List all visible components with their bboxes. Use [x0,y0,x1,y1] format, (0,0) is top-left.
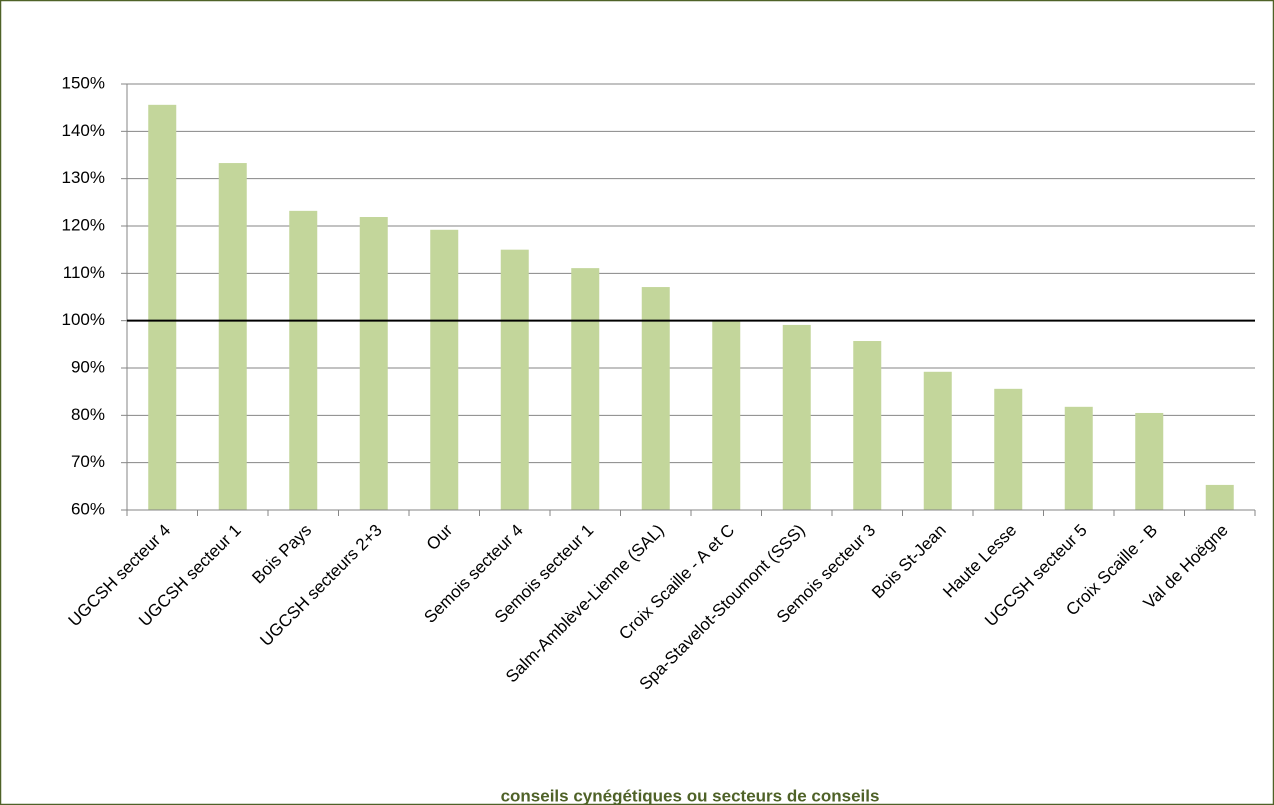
bar [430,229,459,510]
bar [782,324,811,510]
y-tick-label: 150% [62,73,105,92]
bar [289,210,318,510]
y-tick-label: 130% [62,168,105,187]
bar [148,104,177,511]
bar [994,388,1023,510]
x-axis-title: conseils cynégétiques ou secteurs de con… [501,786,880,805]
bar [1135,412,1164,510]
bar [218,163,247,510]
bar [712,320,741,510]
bar [500,249,529,510]
y-tick-label: 60% [71,499,105,518]
y-tick-label: 80% [71,405,105,424]
y-tick-label: 100% [62,310,105,329]
bar [853,341,882,510]
bar [571,268,600,510]
y-tick-label: 110% [63,263,105,282]
bar [1064,406,1093,510]
bar [923,371,952,510]
y-tick-label: 90% [71,357,105,376]
y-tick-label: 120% [62,215,105,234]
y-tick-label: 140% [62,121,105,140]
bar [641,287,670,510]
y-tick-label: 70% [71,452,105,471]
bar [1205,484,1234,510]
bar [359,217,388,511]
